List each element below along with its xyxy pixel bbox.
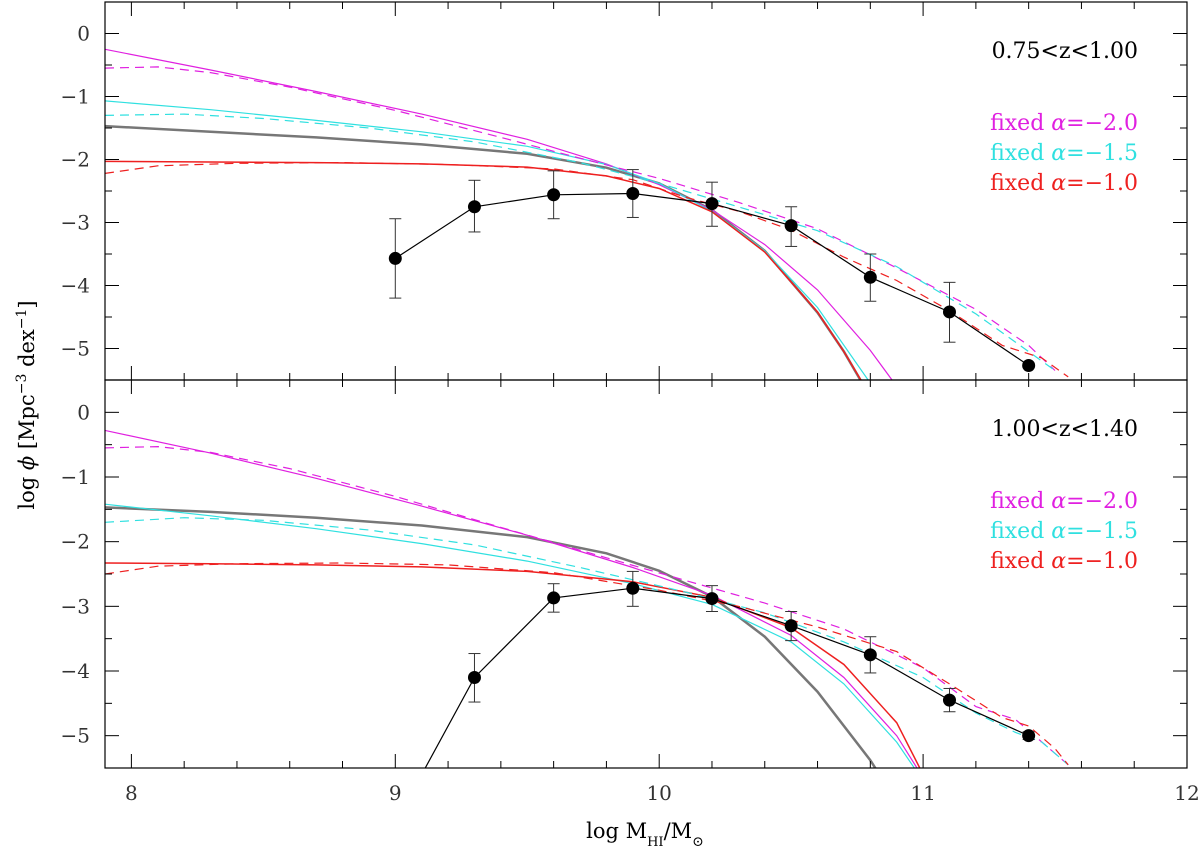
x-axis-label: log MHI/M⊙ [586,819,704,848]
x-tick-label: 12 [1174,781,1199,805]
y-tick-label: −3 [61,594,90,618]
y-tick-label: 0 [77,400,90,424]
data-point [388,251,402,265]
y-label-mid: [Mpc [15,394,39,456]
curve-magenta-solid-1 [105,429,918,768]
data-point [784,619,798,633]
x-label-main: log M [586,819,647,843]
y-label-exp1: −3 [14,374,30,395]
legend-value: =−2.0 [1066,489,1138,514]
y-tick-label: −2 [61,148,90,172]
panel-data-0 [105,48,1069,380]
legend-entry-red: fixed α=−1.0 [990,171,1138,196]
curve-magenta-dash-0 [105,66,1056,371]
data-point [863,648,877,662]
legend-value: =−1.0 [1066,549,1138,574]
legend-prefix: fixed [990,519,1051,544]
data-point [942,693,956,707]
x-label-sub: HI [647,835,663,848]
legend-prefix: fixed [990,549,1051,574]
legend-prefix: fixed [990,489,1051,514]
y-tick-label: −5 [61,724,90,748]
y-label-dex: dex [15,329,39,374]
legend-prefix: fixed [990,171,1051,196]
y-tick-label: 0 [77,22,90,46]
legend-alpha: α [1051,549,1066,574]
y-tick-label: −1 [61,85,90,109]
legend-alpha: α [1051,489,1066,514]
legend-alpha: α [1051,171,1066,196]
data-point [942,305,956,319]
legend-value: =−1.5 [1066,519,1138,544]
legend-value: =−1.0 [1066,171,1138,196]
panel-data-1 [105,429,1069,768]
legend-entry-red: fixed α=−1.0 [990,549,1138,574]
y-label-phi: ϕ [15,456,39,470]
curve-cyan-dash-0 [105,113,1056,371]
y-tick-label: −4 [61,659,90,683]
redshift-label: 0.75<z<1.00 [992,39,1138,64]
x-tick-label: 11 [910,781,935,805]
legend-alpha: α [1051,519,1066,544]
data-point [1022,729,1036,743]
x-tick-label: 9 [389,781,402,805]
legend-entry-cyan: fixed α=−1.5 [990,141,1138,166]
y-label-end: ] [15,300,39,308]
curve-magenta-dash-1 [105,445,1069,766]
legend-value: =−1.5 [1066,141,1138,166]
data-point [784,219,798,233]
data-point [626,581,640,595]
x-tick-label: 8 [125,781,138,805]
legend-prefix: fixed [990,111,1051,136]
redshift-label: 1.00<z<1.40 [992,417,1138,442]
x-label-tail: /M [664,819,693,843]
y-axis-label: log ϕ [Mpc−3 dex−1] [14,300,39,509]
data-point [467,200,481,214]
y-tick-label: −3 [61,211,90,235]
curve-red-dash-0 [105,161,1069,378]
data-point [705,197,719,211]
curve-red-dash-1 [105,562,1069,766]
data-point [467,670,481,684]
legend-prefix: fixed [990,141,1051,166]
data-point [626,187,640,201]
y-tick-label: −2 [61,530,90,554]
data-point [1022,359,1036,373]
y-tick-label: −5 [61,337,90,361]
legend-alpha: α [1051,141,1066,166]
legend-entry-magenta: fixed α=−2.0 [990,489,1138,514]
x-label-sun: ⊙ [692,834,704,848]
legend-entry-cyan: fixed α=−1.5 [990,519,1138,544]
data-point [547,188,561,202]
y-label-exp2: −1 [14,309,30,330]
data-point [547,591,561,605]
data-point [863,270,877,284]
x-tick-label: 10 [646,781,671,805]
legend-entry-magenta: fixed α=−2.0 [990,111,1138,136]
curve-gray-solid-1 [105,506,877,768]
data-point [705,592,719,606]
y-tick-label: −1 [61,465,90,489]
y-label-pre: log [15,470,39,509]
y-tick-label: −4 [61,274,90,298]
legend-alpha: α [1051,111,1066,136]
legend-value: =−2.0 [1066,111,1138,136]
